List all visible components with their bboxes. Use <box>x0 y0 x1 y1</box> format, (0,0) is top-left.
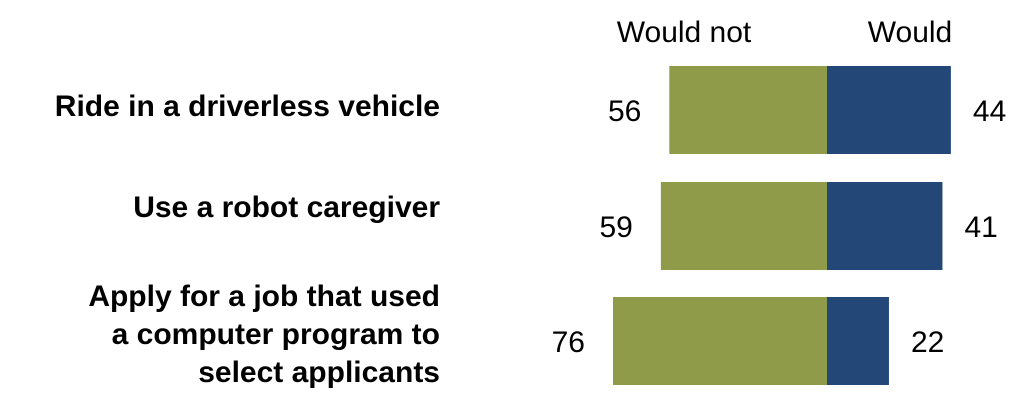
data-label-would: 22 <box>911 326 944 359</box>
bar-would <box>827 297 889 385</box>
data-label-would-not: 59 <box>599 211 632 244</box>
bar-would <box>827 66 951 154</box>
category-label: Apply for a job that used a computer prog… <box>88 280 440 389</box>
data-label-would: 44 <box>973 95 1006 128</box>
bar-would-not <box>613 297 827 385</box>
data-label-would: 41 <box>964 211 997 244</box>
category-label: Use a robot caregiver <box>133 191 440 224</box>
legend-label: Would <box>868 16 953 49</box>
bar-would-not <box>660 182 827 270</box>
bar-would-not <box>669 66 827 154</box>
legend-label: Would not <box>617 16 752 49</box>
legend: Would not Would <box>617 16 953 49</box>
data-label-would-not: 76 <box>552 326 585 359</box>
category-label: Ride in a driverless vehicle <box>55 90 440 123</box>
bar-would <box>827 182 943 270</box>
data-label-would-not: 56 <box>608 95 641 128</box>
plot-area: Ride in a driverless vehicle 56 44 Use a ro… <box>55 66 1006 389</box>
